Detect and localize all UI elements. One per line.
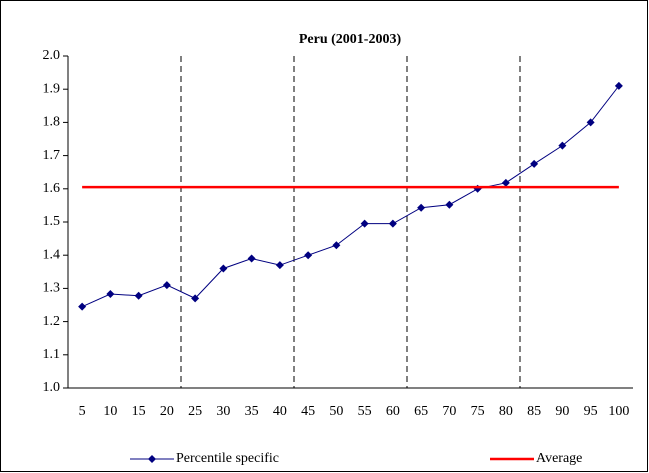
data-point (530, 159, 539, 168)
legend-marker (148, 455, 156, 463)
series-line (81, 85, 620, 308)
data-point (219, 264, 228, 273)
data-point (360, 219, 369, 228)
data-point (558, 141, 567, 150)
x-tick-label: 25 (188, 404, 202, 419)
data-point (388, 219, 397, 228)
y-tick-label: 1.9 (43, 81, 61, 96)
data-point (78, 302, 87, 311)
x-tick-label: 30 (216, 404, 230, 419)
x-tick-label: 35 (245, 404, 259, 419)
x-tick-label: 70 (442, 404, 456, 419)
x-tick-label: 90 (555, 404, 569, 419)
data-point (417, 203, 426, 212)
x-tick-label: 10 (103, 404, 117, 419)
x-tick-label: 75 (471, 404, 485, 419)
x-tick-label: 95 (584, 404, 598, 419)
x-tick-label: 80 (499, 404, 513, 419)
y-tick-label: 1.2 (43, 314, 61, 329)
x-tick-label: 100 (608, 404, 629, 419)
data-point (304, 251, 313, 260)
x-tick-label: 50 (329, 404, 343, 419)
x-tick-label: 60 (386, 404, 400, 419)
y-tick-label: 1.3 (43, 281, 61, 296)
x-tick-label: 20 (160, 404, 174, 419)
data-point (162, 281, 171, 290)
y-tick-label: 1.0 (43, 380, 61, 395)
data-point (191, 294, 200, 303)
chart-title: Peru (2001-2003) (299, 32, 402, 47)
data-point (134, 291, 143, 300)
x-tick-label: 40 (273, 404, 287, 419)
data-point (614, 81, 623, 90)
data-point (332, 241, 341, 250)
data-point (247, 254, 256, 263)
y-tick-label: 1.7 (43, 148, 61, 163)
data-point (501, 178, 510, 187)
y-tick-label: 1.4 (43, 247, 61, 262)
legend-label: Percentile specific (176, 451, 279, 466)
data-point (275, 261, 284, 270)
y-tick-label: 1.1 (43, 347, 61, 362)
x-tick-label: 15 (132, 404, 146, 419)
y-tick-label: 1.5 (43, 214, 61, 229)
x-tick-label: 85 (527, 404, 541, 419)
data-point (586, 118, 595, 127)
x-tick-label: 65 (414, 404, 428, 419)
y-tick-label: 1.6 (43, 181, 61, 196)
x-tick-label: 45 (301, 404, 315, 419)
data-point (106, 290, 115, 299)
x-tick-label: 5 (79, 404, 86, 419)
legend-label: Average (536, 451, 582, 466)
y-tick-label: 2.0 (43, 48, 61, 63)
x-tick-label: 55 (358, 404, 372, 419)
data-point (445, 200, 454, 209)
y-tick-label: 1.8 (43, 115, 61, 130)
